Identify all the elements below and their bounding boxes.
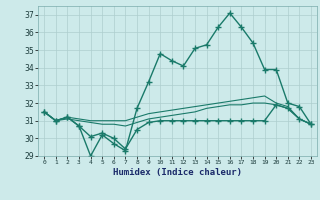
X-axis label: Humidex (Indice chaleur): Humidex (Indice chaleur): [113, 168, 242, 177]
